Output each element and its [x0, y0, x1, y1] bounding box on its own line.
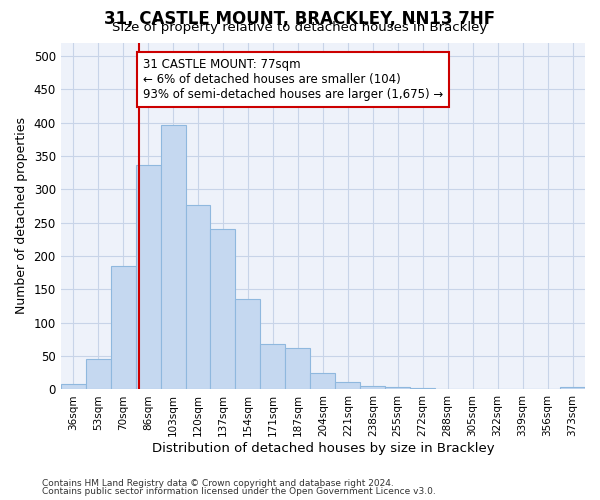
Bar [235, 300, 260, 390]
Bar [110, 266, 136, 390]
Y-axis label: Number of detached properties: Number of detached properties [15, 118, 28, 314]
Bar [360, 386, 385, 390]
Bar [286, 348, 310, 390]
X-axis label: Distribution of detached houses by size in Brackley: Distribution of detached houses by size … [152, 442, 494, 455]
Bar [335, 382, 360, 390]
Bar [310, 373, 335, 390]
Bar [185, 206, 211, 390]
Text: Contains public sector information licensed under the Open Government Licence v3: Contains public sector information licen… [42, 487, 436, 496]
Bar [61, 384, 86, 390]
Bar [260, 344, 286, 390]
Text: Contains HM Land Registry data © Crown copyright and database right 2024.: Contains HM Land Registry data © Crown c… [42, 478, 394, 488]
Bar [136, 164, 161, 390]
Text: 31, CASTLE MOUNT, BRACKLEY, NN13 7HF: 31, CASTLE MOUNT, BRACKLEY, NN13 7HF [104, 10, 496, 28]
Bar [211, 230, 235, 390]
Bar [161, 124, 185, 390]
Text: 31 CASTLE MOUNT: 77sqm
← 6% of detached houses are smaller (104)
93% of semi-det: 31 CASTLE MOUNT: 77sqm ← 6% of detached … [143, 58, 443, 101]
Text: Size of property relative to detached houses in Brackley: Size of property relative to detached ho… [112, 22, 488, 35]
Bar [86, 359, 110, 390]
Bar [410, 388, 435, 390]
Bar [385, 387, 410, 390]
Bar [560, 388, 585, 390]
